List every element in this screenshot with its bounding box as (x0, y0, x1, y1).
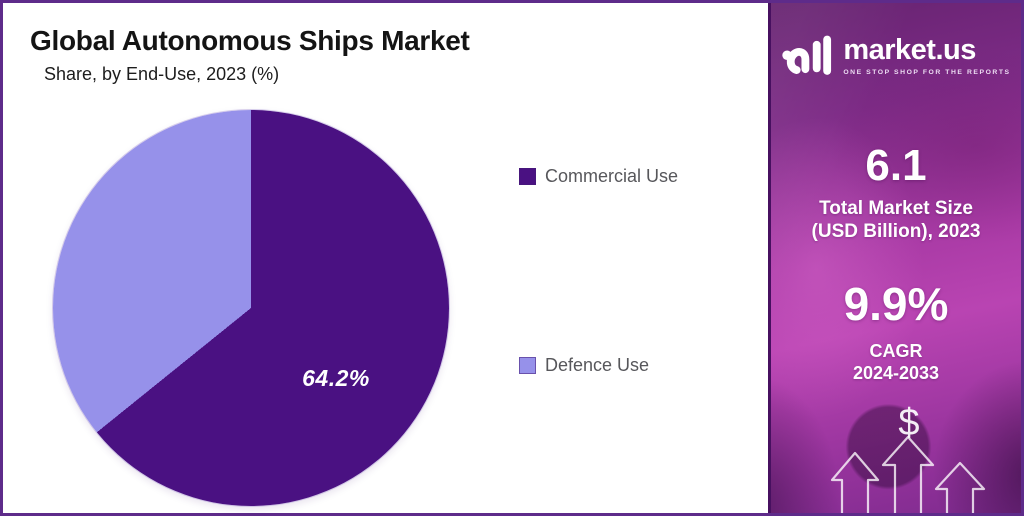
stat-label-line2: (USD Billion), 2023 (811, 221, 981, 243)
stat-market-size: 6.1 Total Market Size (USD Billion), 202… (771, 141, 1021, 243)
dollar-sign-icon: $ (898, 402, 920, 444)
stat-value: 9.9% (843, 278, 949, 330)
legend-label: Commercial Use (545, 166, 679, 186)
brand-logo-icon (781, 30, 835, 82)
stat-value: 6.1 (865, 141, 927, 190)
page-subtitle: Share, by End-Use, 2023 (%) (44, 64, 280, 84)
pie-slice-data-label: 64.2% (302, 365, 370, 391)
brand-name: market.us (843, 34, 976, 66)
legend-swatch (519, 168, 536, 185)
stat-label-line2: 2024-2033 (852, 362, 940, 383)
legend-swatch (519, 357, 536, 374)
legend-item-defence-use: Defence Use (519, 355, 649, 376)
stat-label-line1: Total Market Size (819, 198, 973, 219)
page-title: Global Autonomous Ships Market (30, 25, 470, 56)
legend-item-commercial-use: Commercial Use (519, 166, 678, 187)
stat-cagr: 9.9% CAGR 2024-2033 (771, 277, 1021, 385)
stat-label-line1: CAGR (869, 341, 923, 361)
legend-label: Defence Use (545, 355, 650, 375)
brand-tagline: ONE STOP SHOP FOR THE REPORTS (843, 69, 1011, 76)
chart-panel: Global Autonomous Ships Market Share, by… (3, 3, 768, 513)
growth-arrows-icon (830, 435, 986, 513)
brand-header: market.us ONE STOP SHOP FOR THE REPORTS (771, 30, 1021, 82)
pie-chart: 64.2% (53, 110, 449, 506)
brand-sidebar: market.us ONE STOP SHOP FOR THE REPORTS … (768, 3, 1021, 513)
